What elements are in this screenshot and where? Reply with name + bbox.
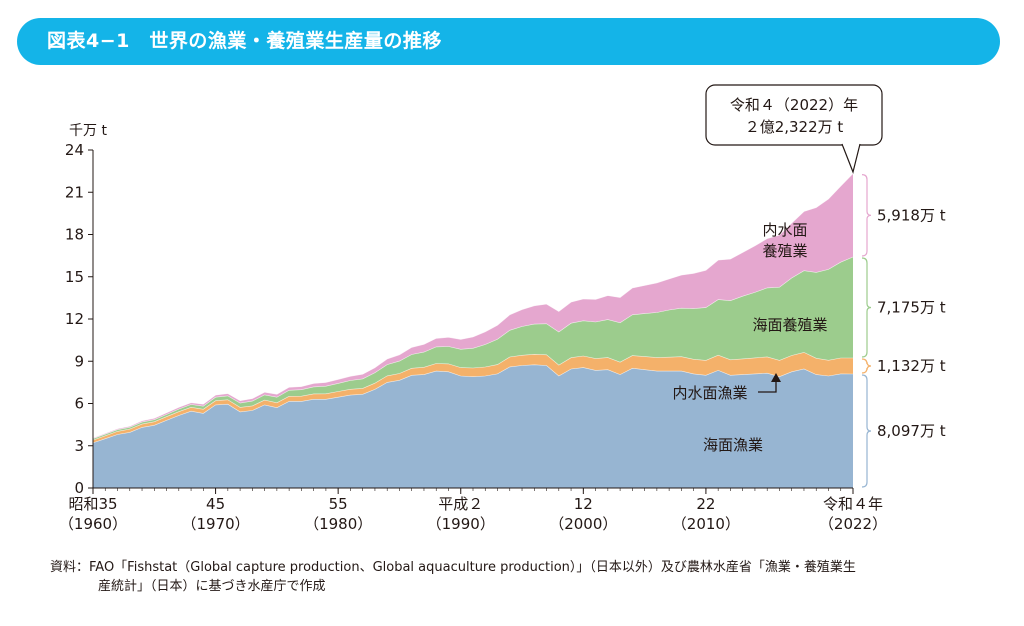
- x-tick-label: 55: [329, 495, 348, 513]
- title-bar: 図表4−1 世界の漁業・養殖業生産量の推移: [17, 18, 1000, 65]
- source-line-2: 産統計」（日本）に基づき水産庁で作成: [98, 579, 326, 594]
- area-series-1: [93, 364, 853, 488]
- y-tick-label: 3: [74, 437, 84, 455]
- source-note: 資料：FAO「Fishstat（Global capture productio…: [50, 558, 990, 596]
- y-tick-label: 0: [74, 479, 84, 497]
- x-tick-year-label: （2022）: [819, 515, 887, 533]
- y-tick-label: 18: [65, 226, 84, 244]
- x-tick-label: 令和４年: [823, 495, 883, 513]
- callout-pointer: [841, 143, 861, 174]
- area-series-4: [93, 173, 853, 439]
- y-tick-label: 12: [65, 310, 84, 328]
- value-bracket-4: [861, 174, 872, 257]
- series-label-marine-aquaculture: 海面養殖業: [752, 316, 827, 334]
- value-bracket-1: [861, 374, 872, 488]
- y-tick-label: 21: [65, 183, 84, 201]
- value-bracket-3: [861, 257, 872, 358]
- x-tick-year-label: （1970）: [181, 515, 249, 533]
- x-tick-year-label: （2010）: [672, 515, 740, 533]
- area-series-2: [93, 352, 853, 443]
- source-line-1: 資料：FAO「Fishstat（Global capture productio…: [50, 560, 856, 575]
- page-title: 図表4−1 世界の漁業・養殖業生産量の推移: [47, 30, 442, 52]
- series-edge-1: [92, 364, 854, 444]
- inland-capture-pointer: [758, 380, 777, 393]
- x-tick-label: 12: [574, 495, 593, 513]
- series-label-marine-capture: 海面漁業: [703, 436, 763, 454]
- series-edge-4: [92, 173, 854, 439]
- x-tick-label: 45: [206, 495, 225, 513]
- x-tick-year-label: （1960）: [59, 515, 127, 533]
- value-label-2: 1,132万 t: [877, 357, 946, 375]
- x-tick-label: 平成２: [438, 495, 483, 513]
- y-tick-label: 9: [74, 352, 84, 370]
- x-tick-year-label: （1980）: [304, 515, 372, 533]
- series-label-inland-aquaculture-line1: 内水面: [762, 221, 807, 239]
- callout-box: [705, 84, 883, 146]
- series-edge-2: [92, 352, 853, 441]
- y-axis-unit: 千万 t: [69, 123, 107, 139]
- y-tick-label: 6: [74, 395, 84, 413]
- x-tick-year-label: （2000）: [549, 515, 617, 533]
- value-bracket-2: [861, 358, 872, 374]
- value-label-4: 5,918万 t: [877, 206, 946, 224]
- series-edge-3: [92, 256, 854, 439]
- series-label-inland-capture: 内水面漁業: [672, 384, 747, 402]
- callout-year: 令和４（2022）年: [730, 96, 858, 114]
- callout-total: ２億2,322万 t: [745, 118, 844, 136]
- value-label-3: 7,175万 t: [877, 299, 946, 317]
- x-tick-year-label: （1990）: [427, 515, 495, 533]
- x-tick-label: 22: [696, 495, 715, 513]
- x-tick-label: 昭和35: [68, 495, 117, 513]
- series-label-inland-aquaculture-line2: 養殖業: [762, 242, 807, 260]
- value-label-1: 8,097万 t: [877, 422, 946, 440]
- inland-capture-pointer-head: [771, 373, 781, 382]
- y-tick-label: 15: [65, 268, 84, 286]
- y-tick-label: 24: [65, 141, 84, 159]
